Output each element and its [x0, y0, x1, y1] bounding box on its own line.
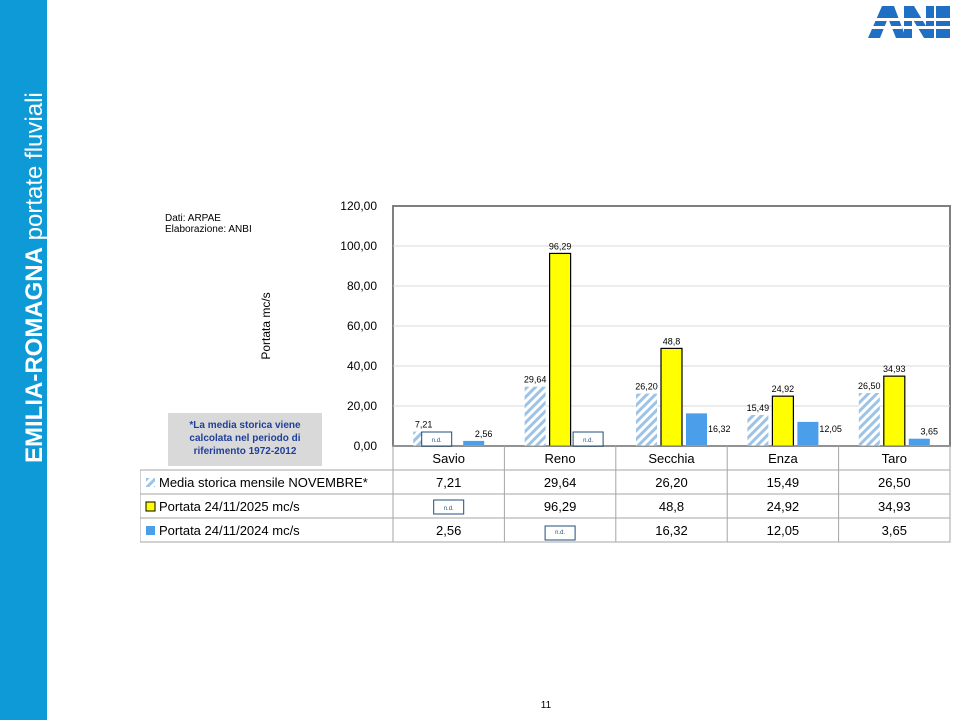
media-note: *La media storica viene calcolata nel pe…	[168, 413, 322, 466]
data-label: 48,8	[663, 336, 681, 346]
y-axis-label: Portata mc/s	[259, 292, 273, 359]
sidebar: EMILIA-ROMAGNA portate fluviali	[0, 0, 48, 720]
legend-label: Portata 24/11/2024 mc/s	[159, 523, 300, 538]
legend-key-2024	[146, 526, 155, 535]
data-label: 34,93	[883, 364, 906, 374]
table-cell: 29,64	[544, 475, 577, 490]
x-tick-label: Reno	[545, 451, 576, 466]
page-number: 11	[540, 700, 552, 711]
table-cell: 26,20	[655, 475, 688, 490]
media-note-line: riferimento 1972-2012	[193, 446, 297, 457]
nd-box	[433, 499, 465, 515]
legend-key-media	[146, 478, 155, 487]
nd-box	[421, 431, 453, 447]
y-tick-label: 80,00	[347, 279, 377, 293]
x-tick-label: Enza	[768, 451, 798, 466]
data-label: 96,29	[549, 241, 572, 251]
table-cell: 96,29	[544, 499, 577, 514]
table-cell: 7,21	[436, 475, 461, 490]
data-label: 2,56	[475, 429, 493, 439]
y-tick-label: 20,00	[347, 399, 377, 413]
bar-series-3	[797, 421, 819, 446]
source-line: Dati: ARPAE	[165, 213, 221, 224]
bar-series-1	[636, 393, 657, 446]
data-label: 26,50	[858, 381, 881, 391]
anbi-logo-icon	[868, 6, 950, 38]
nd-box	[572, 431, 604, 447]
bar-series-2	[771, 395, 795, 447]
data-label: 29,64	[524, 375, 547, 385]
table-cell: 24,92	[767, 499, 800, 514]
sidebar-title: EMILIA-ROMAGNA portate fluviali	[21, 92, 48, 463]
table-cell: 16,32	[655, 523, 688, 538]
nd-label: n.d.	[583, 438, 593, 444]
nd-label: n.d.	[555, 530, 565, 536]
sidebar-title-bold: EMILIA-ROMAGNA	[21, 247, 48, 463]
data-label: 3,65	[921, 427, 939, 437]
bar-series-1	[747, 415, 769, 446]
x-tick-label: Savio	[432, 451, 465, 466]
y-tick-label: 100,00	[340, 239, 377, 253]
table-cell: 3,65	[882, 523, 907, 538]
table-cell: 12,05	[767, 523, 800, 538]
x-tick-label: Taro	[882, 451, 907, 466]
data-label: 24,92	[772, 384, 795, 394]
data-label: 26,20	[635, 382, 658, 392]
bar-series-2	[660, 347, 683, 447]
table-cell: 2,56	[436, 523, 461, 538]
bar-series-3	[463, 440, 485, 446]
bar-series-3	[686, 413, 707, 446]
bar-series-1	[858, 393, 880, 446]
bar-series-3	[908, 438, 930, 446]
source-note: Dati: ARPAE Elaborazione: ANBI	[165, 213, 252, 235]
legend-label: Media storica mensile NOVEMBRE*	[159, 475, 368, 490]
nd-box	[544, 525, 576, 541]
data-label: 12,05	[819, 424, 842, 434]
y-tick-label: 60,00	[347, 319, 377, 333]
media-note-line: calcolata nel periodo di	[189, 433, 301, 444]
nd-label: n.d.	[432, 438, 442, 444]
sidebar-title-light: portate fluviali	[21, 92, 48, 241]
y-tick-label: 0,00	[354, 439, 378, 453]
y-tick-label: 40,00	[347, 359, 377, 373]
legend-label: Portata 24/11/2025 mc/s	[159, 499, 300, 514]
table-cell: 15,49	[767, 475, 800, 490]
bar-series-2	[549, 252, 572, 447]
data-label: 16,32	[708, 424, 731, 434]
media-note-line: *La media storica viene	[189, 420, 301, 431]
y-tick-label: 120,00	[340, 199, 377, 213]
bar-chart: 0,00 20,00 40,00 60,00 80,00 100,00 120,00 Port…	[140, 199, 951, 543]
bar-series-1	[524, 386, 546, 446]
nd-label: n.d.	[444, 506, 454, 512]
table-cell: 26,50	[878, 475, 911, 490]
bar-series-2	[883, 375, 906, 447]
data-label: 7,21	[415, 420, 433, 430]
elaboration-line: Elaborazione: ANBI	[165, 224, 252, 235]
table-cell: 34,93	[878, 499, 911, 514]
table-cell: 48,8	[659, 499, 684, 514]
x-tick-label: Secchia	[648, 451, 695, 466]
data-label: 15,49	[747, 403, 770, 413]
legend-key-2025	[145, 501, 156, 512]
